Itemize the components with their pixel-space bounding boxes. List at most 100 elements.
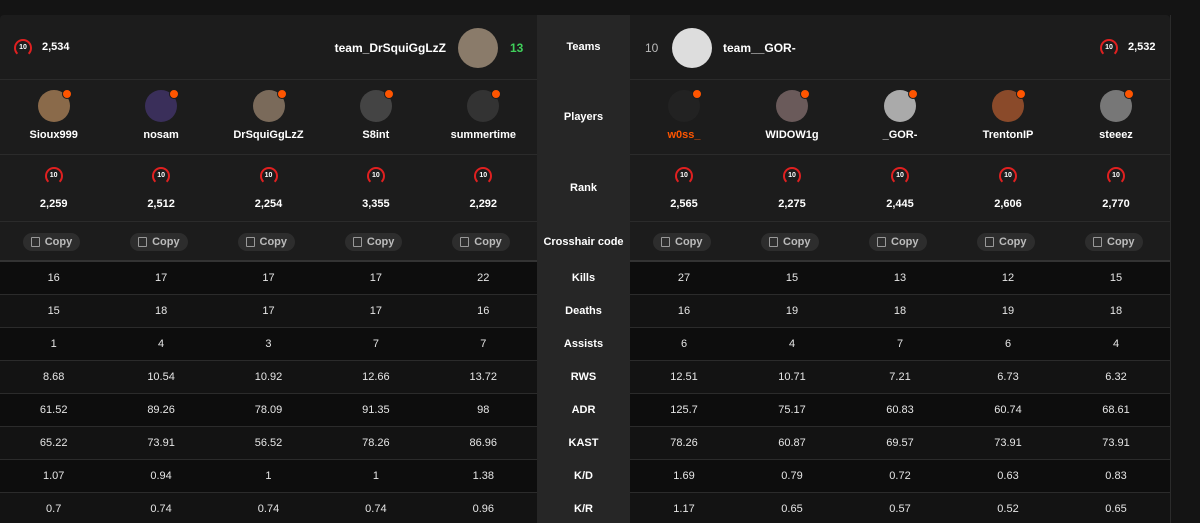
team-elo: 2,534 [42,40,70,53]
stat-value: 73.91 [1102,437,1130,449]
stat-value: 4 [158,338,165,350]
player-name[interactable]: DrSquiGgLzZ [233,129,304,141]
row-label: ADR [571,404,596,416]
stat-value: 0.79 [781,470,803,482]
online-dot [692,89,702,99]
level-badge: 10 [891,167,909,185]
player-elo: 2,445 [886,198,914,210]
team-elo: 2,532 [1128,40,1156,53]
row-label: Players [563,111,604,123]
player-name[interactable]: WIDOW1g [765,129,819,141]
online-dot [61,89,72,99]
player-name[interactable]: w0ss_ [667,129,701,141]
stat-value: 78.26 [362,437,390,449]
stat-value: 1.07 [42,470,65,482]
player-name[interactable]: steeez [1099,129,1133,141]
stat-value: 0.57 [889,503,911,515]
copy-button[interactable]: Copy [452,233,510,251]
stat-value: 73.91 [147,437,175,449]
stat-value: 18 [154,305,168,317]
stat-value: 17 [369,272,382,284]
stat-value: 18 [1109,305,1123,317]
row-label: Deaths [565,305,602,317]
stat-value: 7 [896,338,904,350]
player-elo: 2,512 [147,198,175,210]
team-score: 13 [510,40,524,55]
team-score: 10 [645,40,659,55]
stat-value: 78.26 [670,437,698,449]
player-name[interactable]: Sioux999 [29,129,78,141]
stat-value: 0.74 [365,503,387,515]
stat-value: 18 [893,305,907,317]
online-dot [491,89,502,99]
stat-value: 10.71 [778,371,806,383]
stat-value: 69.57 [886,437,914,449]
stat-value: 61.52 [39,404,68,416]
stat-value: 68.61 [1102,404,1130,416]
stat-value: 98 [477,404,490,416]
player-name[interactable]: summertime [450,129,516,141]
stat-value: 0.96 [472,503,494,515]
stat-value: 0.65 [1105,503,1127,515]
player-name[interactable]: nosam [143,129,179,141]
player-elo: 2,259 [39,198,68,210]
stat-value: 125.7 [670,404,698,416]
player-elo: 3,355 [362,198,390,210]
level-badge: 10 [44,167,63,185]
stat-value: 16 [477,305,490,317]
stat-value: 6.73 [997,371,1019,383]
stat-value: 4 [788,338,796,350]
team-name: team__GOR- [723,40,796,55]
row-label: Kills [571,272,596,284]
copy-button[interactable]: Copy [130,233,188,251]
stat-value: 12.66 [362,371,390,383]
stat-value: 16 [47,272,60,284]
stat-value: 17 [154,272,168,284]
stat-value: 1.17 [673,503,695,515]
stat-value: 27 [677,272,691,284]
stat-value: 0.7 [46,503,62,515]
row-label: K/D [574,470,593,482]
level-badge: 10 [783,167,801,185]
online-dot [1124,89,1134,99]
level-badge: 10 [1107,167,1125,185]
player-elo: 2,606 [994,198,1022,210]
player-elo: 2,254 [254,198,283,210]
level-badge: 10 [675,167,693,185]
stat-value: 17 [262,272,275,284]
row-label: Teams [566,41,601,53]
stat-value: 91.35 [362,404,390,416]
copy-button[interactable]: Copy [977,233,1035,251]
player-elo: 2,770 [1102,198,1130,210]
player-elo: 2,292 [469,198,498,210]
player-name[interactable]: TrentonIP [982,129,1034,141]
copy-button[interactable]: Copy [653,233,711,251]
stat-value: 0.74 [257,503,280,515]
stat-value: 19 [1001,305,1015,317]
stat-value: 16 [677,305,691,317]
online-dot [800,89,810,99]
row-label: RWS [570,371,597,383]
player-name[interactable]: _GOR- [882,129,918,141]
online-dot [1016,89,1026,99]
copy-button[interactable]: Copy [869,233,927,251]
stat-value: 0.63 [997,470,1019,482]
stat-value: 19 [785,305,799,317]
copy-button[interactable]: Copy [344,233,403,251]
stat-value: 10.92 [254,371,283,383]
stat-value: 7 [480,338,487,350]
stat-value: 12.51 [670,371,698,383]
copy-button[interactable]: Copy [761,233,819,251]
stat-value: 15 [1109,272,1123,284]
player-name[interactable]: S8int [362,129,390,141]
row-label: Assists [563,338,604,350]
stat-value: 22 [477,272,490,284]
copy-button[interactable]: Copy [237,233,295,251]
level-badge: 10 [1100,38,1118,57]
copy-button[interactable]: Copy [22,233,81,251]
level-badge: 10 [152,167,171,185]
stat-value: 73.91 [994,437,1022,449]
level-badge: 10 [366,167,385,185]
stat-value: 17 [262,305,275,317]
copy-button[interactable]: Copy [1085,233,1143,251]
